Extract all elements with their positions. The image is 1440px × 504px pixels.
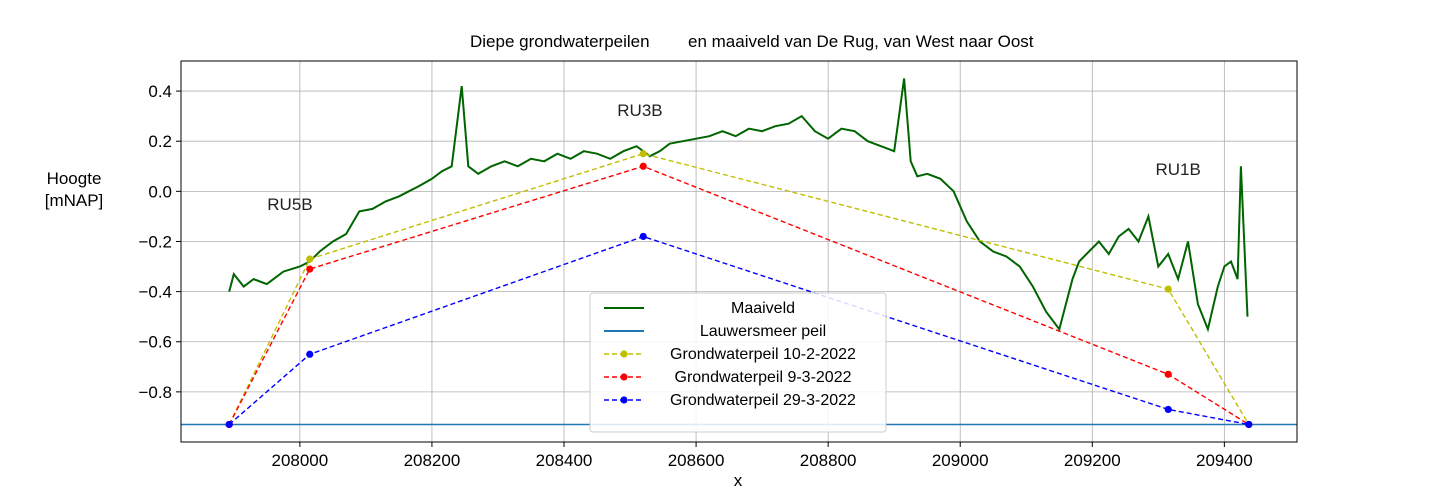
series-line-0: [228, 78, 1249, 333]
annotation-layer: RU5B RU3B RU1B: [267, 101, 1201, 214]
series-point-2: [306, 255, 314, 263]
legend: Maaiveld Lauwersmeer peil Grondwaterpeil 1…: [589, 292, 887, 433]
y-tick-label: 0.4: [148, 82, 172, 101]
x-tick-label: 208800: [800, 451, 857, 470]
legend-label-2: Grondwaterpeil 10-2-2022: [670, 346, 856, 363]
x-tick-label: 209000: [932, 451, 989, 470]
series-point-4: [1164, 405, 1172, 414]
y-axis-label-line1: Hoogte: [47, 169, 102, 188]
series-point-4: [639, 232, 647, 241]
x-tick-label: 208000: [271, 451, 328, 470]
series-point-4: [1245, 420, 1253, 429]
y-tick-label: −0.8: [138, 383, 172, 402]
legend-marker-4: [620, 396, 628, 404]
x-tick-label: 208400: [536, 451, 593, 470]
series-point-3: [1164, 370, 1172, 378]
series-point-2: [639, 150, 647, 158]
x-tick-label: 208600: [668, 451, 725, 470]
plot-frame: [180, 60, 1298, 443]
series-point-4: [225, 420, 233, 429]
series-point-2: [1164, 285, 1172, 293]
legend-label-4: Grondwaterpeil 29-3-2022: [670, 392, 856, 409]
x-tick-label: 209400: [1196, 451, 1253, 470]
x-tick-label: 208200: [404, 451, 461, 470]
annotation-label: RU5B: [267, 195, 312, 214]
chart-title-part1: Diepe grondwaterpeilen: [470, 32, 650, 51]
legend-label-3: Grondwaterpeil 9-3-2022: [675, 369, 852, 386]
tick-layer: 208000 208200 208400 208600 208800 209000 2092…: [138, 82, 1252, 470]
y-tick-label: −0.6: [138, 333, 172, 352]
x-tick-label: 209200: [1064, 451, 1121, 470]
chart-title-part2: en maaiveld van De Rug, van West naar Oo…: [688, 32, 1034, 51]
series-line-2: [228, 152, 1250, 425]
y-tick-label: −0.4: [138, 283, 172, 302]
legend-label-0: Maaiveld: [731, 300, 795, 317]
legend-box: [589, 292, 887, 433]
x-axis-label: x: [734, 471, 743, 490]
y-axis-label-line2: [mNAP]: [45, 191, 104, 210]
legend-label-1: Lauwersmeer peil: [700, 323, 826, 340]
series-point-3: [639, 162, 647, 170]
legend-marker-3: [620, 373, 628, 381]
y-tick-label: 0.2: [148, 132, 172, 151]
series-point-4: [306, 350, 314, 358]
legend-marker-2: [620, 350, 628, 358]
annotation-label: RU1B: [1155, 160, 1200, 179]
series-point-3: [306, 265, 314, 273]
annotation-label: RU3B: [617, 101, 662, 120]
y-tick-label: 0.0: [148, 182, 172, 201]
y-tick-label: −0.2: [138, 232, 172, 251]
